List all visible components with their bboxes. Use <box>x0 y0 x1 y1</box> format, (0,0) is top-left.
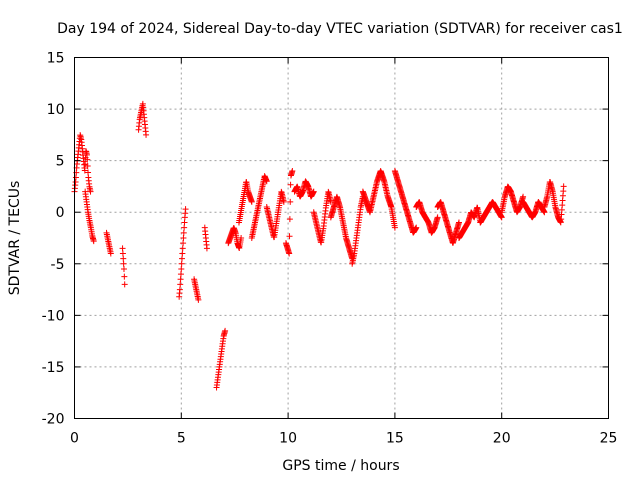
data-point <box>238 235 245 241</box>
data-point <box>177 281 184 288</box>
data-point <box>203 245 210 252</box>
data-point <box>181 219 188 226</box>
data-point <box>87 188 94 195</box>
data-point <box>90 238 97 245</box>
data-point <box>286 216 293 223</box>
data-point <box>434 214 441 221</box>
data-points <box>71 100 567 391</box>
data-point <box>119 250 126 257</box>
data-point <box>180 235 187 241</box>
x-tick-label: 5 <box>177 431 186 447</box>
y-tick-label: -20 <box>42 412 65 428</box>
y-tick-label: 5 <box>56 154 65 170</box>
data-point <box>177 276 184 283</box>
y-tick-label: 15 <box>47 51 65 67</box>
data-point <box>287 198 294 205</box>
x-tick-label: 0 <box>70 431 79 447</box>
data-point <box>286 233 293 240</box>
data-point <box>520 193 527 200</box>
data-point <box>107 250 114 257</box>
data-point <box>286 250 293 257</box>
data-point <box>84 156 91 163</box>
data-point <box>222 327 229 334</box>
data-point <box>177 271 184 278</box>
data-point <box>263 178 270 185</box>
data-point <box>179 245 186 252</box>
data-point <box>455 219 462 226</box>
data-point <box>560 183 567 190</box>
data-point <box>391 224 398 231</box>
data-point <box>84 163 91 170</box>
data-point <box>310 188 317 195</box>
x-tick-label: 15 <box>386 431 404 447</box>
data-point <box>119 245 126 252</box>
chart-title: Day 194 of 2024, Sidereal Day-to-day VTE… <box>57 21 623 37</box>
data-point <box>195 296 202 303</box>
y-tick-label: 10 <box>47 102 65 118</box>
data-point <box>143 131 150 138</box>
data-point <box>85 169 92 176</box>
data-point <box>179 250 186 257</box>
data-point <box>413 224 420 231</box>
data-point <box>248 198 255 205</box>
x-tick-label: 25 <box>600 431 618 447</box>
data-point <box>280 198 287 205</box>
data-point <box>289 167 296 174</box>
axis-ticks: 0 5 10 15 20 25 -20 -15 -10 -5 0 5 10 15 <box>42 51 618 447</box>
y-tick-label: -5 <box>51 257 65 273</box>
data-point <box>182 206 189 213</box>
data-point <box>121 273 128 280</box>
data-point <box>120 265 127 272</box>
data-point <box>178 265 185 272</box>
data-point <box>181 224 188 231</box>
data-point <box>180 240 187 247</box>
data-point <box>179 255 186 262</box>
x-axis-label: GPS time / hours <box>282 458 399 474</box>
y-tick-label: -10 <box>42 308 65 324</box>
data-point <box>287 181 294 188</box>
x-tick-label: 10 <box>279 431 297 447</box>
data-point <box>120 255 127 262</box>
data-point <box>180 229 187 236</box>
y-axis-label: SDTVAR / TECUs <box>7 181 23 296</box>
data-point <box>81 167 88 174</box>
y-tick-label: -15 <box>42 360 65 376</box>
data-point <box>498 214 505 221</box>
data-point <box>121 281 128 288</box>
data-point <box>178 260 185 267</box>
data-point <box>120 260 127 267</box>
x-tick-label: 20 <box>493 431 511 447</box>
y-tick-label: 0 <box>56 205 65 221</box>
grid <box>74 57 609 419</box>
plot-frame <box>74 57 609 419</box>
data-point <box>541 209 548 216</box>
data-point <box>176 286 183 293</box>
